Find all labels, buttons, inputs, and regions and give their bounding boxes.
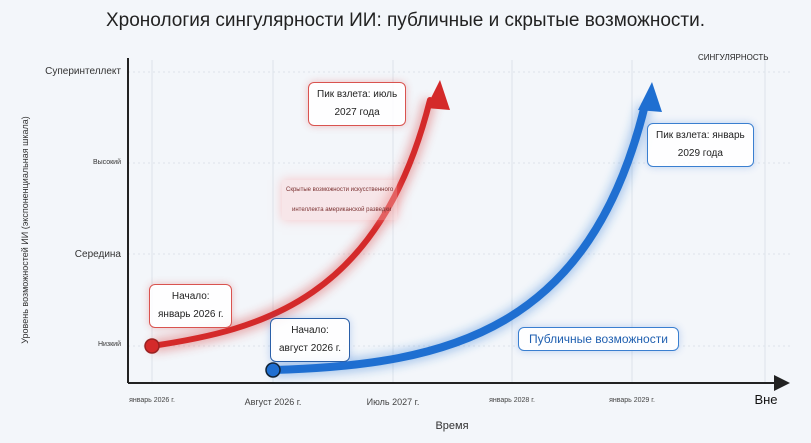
series-arrowhead — [638, 82, 662, 112]
y-axis-label: Уровень возможностей ИИ (экспоненциальна… — [20, 116, 30, 344]
red-series-label: Скрытые возможности искусственного интелл… — [282, 180, 398, 220]
series-start-point — [144, 338, 160, 354]
x-tick-label: январь 2026 г. — [129, 397, 175, 404]
x-tick-label: январь 2028 г. — [489, 397, 535, 404]
x-tick-label: Вне — [754, 392, 778, 407]
y-tick-label: Суперинтеллект — [45, 66, 121, 77]
x-axis-label: Время — [435, 420, 469, 432]
blue-peak-annotation: Пик взлета: январь 2029 года — [647, 123, 754, 167]
blue-start-annotation: Начало: август 2026 г. — [270, 318, 350, 362]
x-tick-label: январь 2029 г. — [609, 397, 655, 404]
series-line — [149, 97, 433, 349]
x-tick-label: Июль 2027 г. — [366, 397, 420, 407]
singularity-label: СИНГУЛЯРНОСТЬ — [698, 53, 769, 62]
x-tick-label: Август 2026 г. — [244, 397, 302, 407]
series-line — [269, 101, 649, 374]
series-start-point — [265, 362, 281, 378]
blue-series-label: Публичные возможности — [518, 327, 679, 351]
y-tick-label: Высокий — [92, 159, 121, 166]
red-start-annotation: Начало: январь 2026 г. — [149, 284, 233, 328]
chart-title: Хронология сингулярности ИИ: публичные и… — [106, 10, 705, 31]
y-tick-label: Середина — [74, 249, 121, 260]
series-arrowhead — [426, 80, 450, 110]
red-peak-annotation: Пик взлета: июль 2027 года — [308, 82, 407, 126]
y-tick-label: Низкий — [97, 341, 121, 348]
